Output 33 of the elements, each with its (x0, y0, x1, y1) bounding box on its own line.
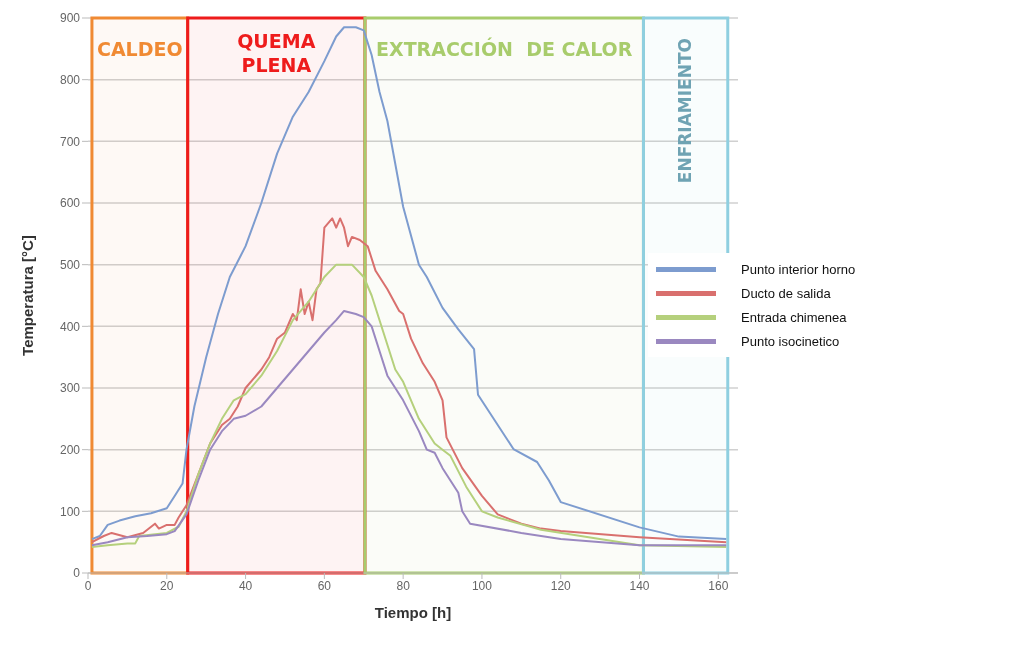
x-tick-label: 0 (84, 578, 92, 593)
y-axis-title: Temperatura [°C] (19, 235, 37, 356)
y-tick-label: 800 (59, 72, 81, 87)
line-series (90, 217, 728, 544)
x-tick-label: 60 (317, 578, 332, 593)
band-label: EXTRACCIÓN DE CALOR (376, 37, 633, 60)
line-series (90, 26, 728, 541)
x-tick-label: 160 (708, 578, 729, 593)
x-tick-label: 140 (629, 578, 650, 593)
legend-label: Ducto de salida (741, 285, 831, 301)
y-tick-label: 600 (59, 196, 81, 211)
band-label: QUEMA PLENA (237, 30, 316, 76)
x-axis-title: Tiempo [h] (374, 604, 452, 621)
y-tick-label: 900 (59, 11, 81, 26)
y-tick-label: 0 (73, 566, 81, 581)
band-label: CALDEO (96, 38, 183, 60)
y-tick-label: 500 (59, 257, 81, 272)
x-tick-label: 80 (396, 578, 411, 593)
legend-label: Punto interior horno (741, 261, 856, 277)
line-series (90, 309, 728, 547)
line-series (90, 263, 728, 549)
y-tick-label: 400 (59, 319, 81, 334)
y-tick-label: 300 (59, 381, 81, 396)
band-label: ENFRIAMIENTO (674, 38, 695, 184)
x-tick-label: 100 (471, 578, 493, 593)
x-tick-label: 120 (550, 578, 572, 593)
x-tick-label: 20 (160, 578, 174, 593)
y-tick-label: 200 (59, 442, 81, 457)
x-tick-label: 40 (238, 578, 253, 593)
legend-label: Entrada chimenea (741, 309, 847, 325)
y-tick-label: 100 (59, 504, 81, 519)
y-tick-label: 700 (59, 134, 81, 149)
legend-label: Punto isocinetico (741, 333, 840, 349)
